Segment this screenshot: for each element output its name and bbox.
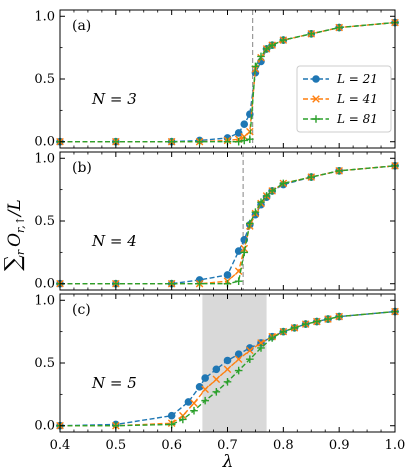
data-point	[234, 129, 243, 137]
data-point	[268, 41, 276, 49]
data-point	[262, 192, 271, 200]
y-tick-label: 0.0	[34, 277, 55, 292]
y-tick-label: 1.0	[34, 9, 55, 24]
panel-label: (b)	[72, 160, 92, 176]
data-point	[223, 356, 232, 365]
plot-frame	[59, 151, 396, 291]
panel-label: (a)	[72, 18, 91, 34]
n-annotation: N = 4	[91, 232, 137, 250]
y-tick-label: 0.5	[34, 72, 55, 87]
y-tick-label: 0.0	[34, 135, 55, 150]
legend-swatch-marker	[312, 115, 320, 123]
data-point	[246, 135, 254, 144]
data-point	[212, 388, 221, 396]
x-tick-label: 0.9	[329, 438, 350, 453]
series-line-1	[60, 165, 396, 285]
data-point	[234, 355, 243, 364]
x-tick-label: 0.7	[217, 438, 238, 453]
panel-2: 0.0 0.5 1.0 (c) N = 5 0.4 0.5 0.6 0.7 0.8 0.9 1.0	[34, 293, 405, 453]
series-line-2	[60, 165, 396, 285]
data-point	[257, 52, 265, 61]
data-point	[234, 277, 243, 286]
data-point	[307, 173, 316, 181]
data-point	[313, 317, 321, 326]
y-tick-label: 0.5	[34, 356, 55, 371]
legend-entry: L = 81	[336, 112, 378, 126]
data-point	[290, 324, 299, 332]
data-point	[251, 62, 260, 71]
data-point	[324, 315, 332, 323]
y-tick-label: 0.5	[34, 214, 55, 229]
series-line-3	[60, 165, 396, 285]
data-point	[201, 396, 209, 405]
data-point	[335, 23, 343, 32]
data-point	[279, 36, 288, 44]
data-point	[234, 137, 243, 146]
legend-swatch-marker	[312, 95, 320, 103]
data-point	[268, 334, 276, 342]
data-point	[201, 385, 209, 394]
data-point	[246, 346, 254, 355]
series-line-3	[60, 21, 396, 143]
panel-0: 0.0 0.5 1.0 (a) N = 3 L = 21 L = 41 L = 81	[34, 9, 399, 150]
legend-entry: L = 21	[336, 72, 378, 86]
data-point	[307, 30, 316, 38]
data-point	[279, 179, 288, 188]
data-point	[240, 136, 249, 145]
data-point	[212, 365, 221, 374]
data-point	[279, 327, 288, 336]
legend-entry: L = 41	[336, 92, 378, 106]
x-tick-label: 1.0	[385, 438, 406, 453]
data-point	[223, 271, 232, 279]
x-tick-label: 0.5	[105, 438, 126, 453]
data-point	[234, 350, 243, 359]
data-point	[234, 366, 243, 375]
n-annotation: N = 5	[91, 374, 137, 392]
data-point	[257, 344, 265, 352]
y-tick-label: 0.0	[34, 419, 55, 434]
x-axis-title: λ	[222, 452, 234, 472]
data-point	[262, 45, 271, 53]
data-point	[195, 137, 204, 146]
data-point	[335, 167, 343, 175]
data-point	[223, 378, 232, 386]
data-point	[223, 365, 232, 374]
data-point	[212, 375, 221, 384]
data-point	[190, 399, 198, 407]
x-tick-label: 0.6	[161, 438, 182, 453]
data-point	[335, 312, 343, 321]
data-point	[195, 279, 204, 288]
panel-label: (c)	[72, 302, 91, 318]
data-point	[268, 187, 276, 195]
legend-swatch-marker	[312, 75, 320, 83]
data-point	[240, 248, 249, 257]
n-annotation: N = 3	[91, 90, 137, 108]
y-axis-title: ∑rOr,↑/L	[1, 199, 27, 271]
data-point	[240, 120, 249, 128]
y-tick-label: 1.0	[34, 151, 55, 166]
legend-box	[296, 65, 392, 133]
data-point	[301, 320, 310, 328]
data-point	[190, 406, 198, 415]
data-point	[251, 208, 260, 217]
data-point	[257, 198, 265, 206]
y-tick-label: 1.0	[34, 293, 55, 308]
data-point	[184, 398, 193, 406]
legend: L = 21 L = 41 L = 81	[296, 65, 392, 133]
panel-1: 0.0 0.5 1.0 (b) N = 4	[34, 151, 399, 292]
data-point	[246, 355, 254, 364]
data-point	[201, 374, 209, 382]
data-point	[246, 219, 254, 228]
data-point	[179, 415, 187, 424]
data-point	[167, 411, 176, 420]
x-tick-label: 0.4	[50, 438, 71, 453]
x-tick-label: 0.8	[273, 438, 294, 453]
